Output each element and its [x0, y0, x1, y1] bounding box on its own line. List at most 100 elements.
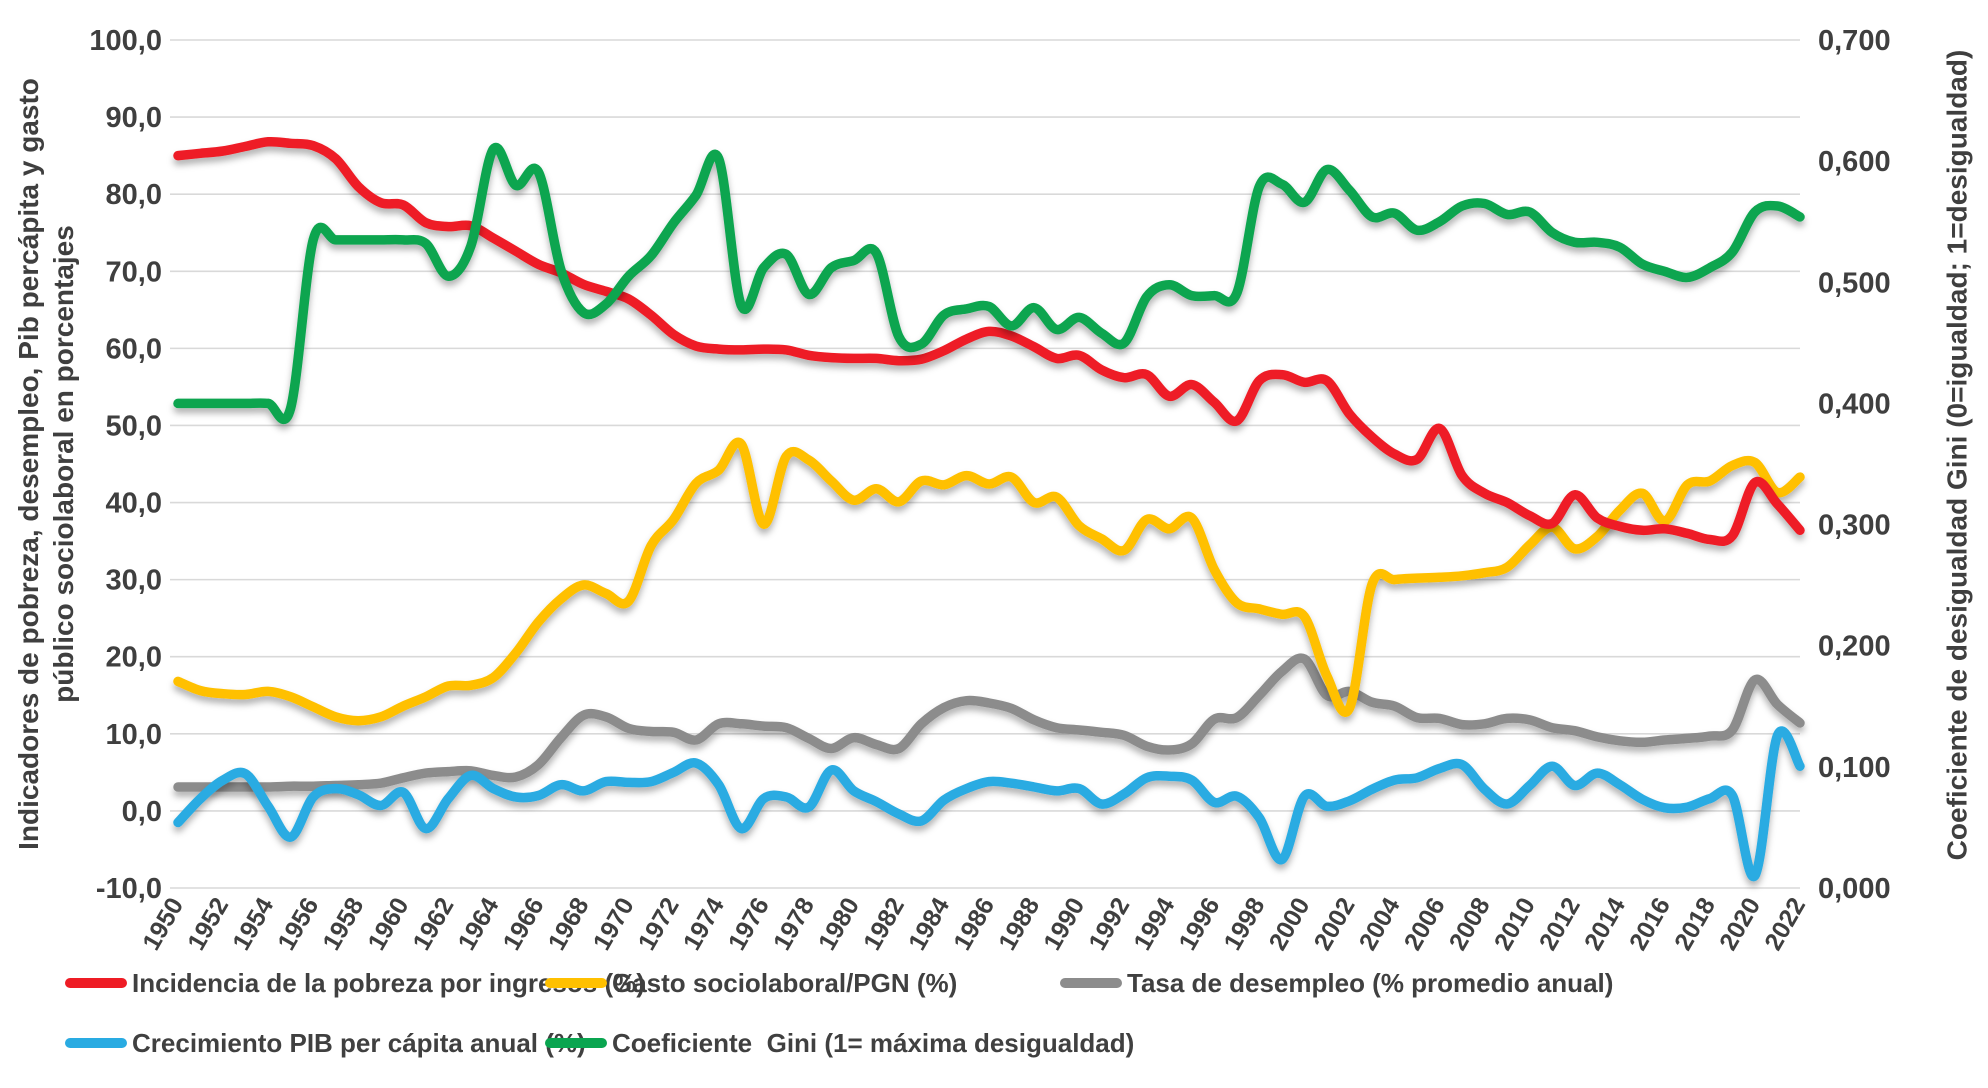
x-axis-tick-label: 1980: [813, 893, 865, 955]
x-axis-tick-label: 1964: [453, 893, 505, 955]
x-axis-tick-label: 1996: [1173, 893, 1225, 955]
right-axis-tick-label: 0,000: [1818, 873, 1891, 905]
svg-text:2018: 2018: [1669, 893, 1721, 955]
x-axis-tick-label: 2012: [1534, 893, 1586, 955]
x-axis-tick-label: 1966: [498, 893, 550, 955]
right-axis-tick-label: 0,500: [1818, 267, 1891, 299]
x-axis-tick-label: 2014: [1579, 893, 1631, 955]
x-axis-tick-label: 2004: [1354, 893, 1406, 955]
x-axis-tick-label: 1976: [723, 893, 775, 955]
x-axis-tick-label: 1998: [1218, 893, 1270, 955]
left-axis-title: Indicadores de pobreza, desempleo, Pib p…: [13, 78, 79, 850]
legend-swatch-social_spending: [545, 978, 607, 988]
x-axis-tick-label: 1982: [858, 893, 910, 955]
svg-text:1976: 1976: [723, 893, 775, 955]
x-axis-tick-label: 2018: [1669, 893, 1721, 955]
series-line-unemployment: [173, 653, 1805, 792]
left-axis-tick-label: 0,0: [122, 796, 162, 828]
x-axis-tick-label: 1968: [543, 893, 595, 955]
svg-text:2020: 2020: [1714, 893, 1766, 955]
svg-text:1992: 1992: [1083, 893, 1135, 955]
legend-label: Crecimiento PIB per cápita anual (%): [132, 1027, 586, 1058]
svg-text:1954: 1954: [227, 893, 279, 955]
legend-item-social_spending: Gasto sociolaboral/PGN (%): [545, 968, 957, 998]
x-axis-tick-label: 2006: [1399, 893, 1451, 955]
right-axis-title: Coeficiente de desigualdad Gini (0=igual…: [1941, 49, 1973, 861]
svg-text:1994: 1994: [1128, 893, 1180, 955]
legend-label: Coeficiente Gini (1= máxima desigualdad): [612, 1027, 1135, 1058]
x-axis-tick-label: 1962: [407, 893, 459, 955]
svg-text:2004: 2004: [1354, 893, 1406, 955]
series-line-gini: [173, 142, 1805, 425]
x-axis-tick-label: 2016: [1624, 893, 1676, 955]
x-axis-tick-label: 1990: [1038, 893, 1090, 955]
right-axis-tick-label: 0,200: [1818, 631, 1891, 663]
x-axis-tick-label: 1986: [948, 893, 1000, 955]
x-axis-tick-label: 1988: [993, 893, 1045, 955]
left-axis-tick-labels: 100,0 90,0 80,0 70,0 60,0 50,0 40,0 30,0 20,0 10,…: [89, 25, 162, 905]
svg-text:1978: 1978: [768, 893, 820, 955]
right-axis-tick-label: 0,300: [1818, 510, 1891, 542]
svg-text:1958: 1958: [317, 893, 369, 955]
legend-label: Gasto sociolaboral/PGN (%): [612, 967, 958, 998]
right-axis-tick-label: 0,700: [1818, 25, 1891, 57]
series-line-social_spending: [173, 437, 1805, 726]
svg-text:1970: 1970: [588, 893, 640, 955]
svg-text:1952: 1952: [182, 893, 234, 955]
series-line-gdp_growth: [173, 726, 1805, 882]
svg-text:2008: 2008: [1444, 893, 1496, 955]
left-axis-tick-label: 20,0: [106, 642, 162, 674]
svg-text:1966: 1966: [498, 893, 550, 955]
svg-text:1996: 1996: [1173, 893, 1225, 955]
left-axis-tick-label: 40,0: [106, 488, 162, 520]
legend-label: Tasa de desempleo (% promedio anual): [1127, 967, 1614, 998]
svg-text:2012: 2012: [1534, 893, 1586, 955]
svg-text:1962: 1962: [407, 893, 459, 955]
x-axis-tick-label: 1978: [768, 893, 820, 955]
svg-text:2022: 2022: [1759, 893, 1811, 955]
svg-text:1964: 1964: [453, 893, 505, 955]
x-axis-tick-label: 1952: [182, 893, 234, 955]
x-axis-tick-label: 1958: [317, 893, 369, 955]
svg-text:1968: 1968: [543, 893, 595, 955]
svg-text:1960: 1960: [362, 893, 414, 955]
left-axis-tick-label: 30,0: [106, 565, 162, 597]
x-axis-tick-label: 1972: [633, 893, 685, 955]
svg-text:1972: 1972: [633, 893, 685, 955]
x-axis-tick-label: 1960: [362, 893, 414, 955]
right-axis-tick-label: 0,400: [1818, 388, 1891, 420]
x-axis-tick-label: 1974: [678, 893, 730, 955]
x-axis-tick-label: 1994: [1128, 893, 1180, 955]
x-axis-tick-labels: 1950195219541956195819601962196419661968…: [137, 893, 1811, 955]
svg-text:1982: 1982: [858, 893, 910, 955]
left-axis-tick-label: 80,0: [106, 179, 162, 211]
legend-item-unemployment: Tasa de desempleo (% promedio anual): [1060, 968, 1613, 998]
right-axis-tick-label: 0,100: [1818, 752, 1891, 784]
left-axis-tick-label: 100,0: [89, 25, 162, 57]
legend-swatch-gdp_growth: [65, 1038, 127, 1048]
left-axis-tick-label: 90,0: [106, 102, 162, 134]
gridlines: [170, 39, 1800, 889]
legend-swatch-poverty: [65, 978, 127, 988]
x-axis-tick-label: 2000: [1264, 893, 1316, 955]
left-axis-tick-label: 50,0: [106, 410, 162, 442]
x-axis-tick-label: 1956: [272, 893, 324, 955]
left-axis-tick-label: 70,0: [106, 256, 162, 288]
svg-text:1980: 1980: [813, 893, 865, 955]
svg-text:1990: 1990: [1038, 893, 1090, 955]
svg-text:1988: 1988: [993, 893, 1045, 955]
svg-text:1956: 1956: [272, 893, 324, 955]
left-axis-tick-label: -10,0: [96, 873, 162, 905]
x-axis-tick-label: 2020: [1714, 893, 1766, 955]
svg-text:2014: 2014: [1579, 893, 1631, 955]
svg-text:1998: 1998: [1218, 893, 1270, 955]
legend-swatch-unemployment: [1060, 978, 1122, 988]
svg-text:2000: 2000: [1264, 893, 1316, 955]
x-axis-tick-label: 1970: [588, 893, 640, 955]
series-line-poverty: [173, 136, 1805, 547]
left-axis-tick-label: 10,0: [106, 719, 162, 751]
left-axis-tick-label: 60,0: [106, 333, 162, 365]
svg-text:2006: 2006: [1399, 893, 1451, 955]
svg-text:2002: 2002: [1309, 893, 1361, 955]
